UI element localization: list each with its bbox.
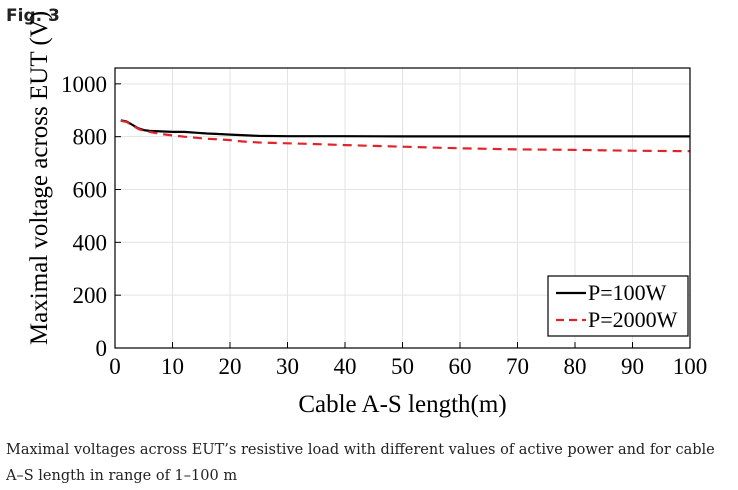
x-tick-label: 20 — [219, 354, 242, 379]
y-tick-label: 600 — [73, 178, 108, 203]
x-tick-label: 60 — [449, 354, 472, 379]
x-tick-label: 90 — [621, 354, 644, 379]
x-tick-label: 50 — [391, 354, 414, 379]
figure-label: Fig. 3 — [6, 6, 60, 26]
legend-label-p2000w: P=2000W — [588, 307, 678, 332]
plot-area — [120, 119, 691, 153]
y-tick-label: 1000 — [61, 72, 107, 97]
x-tick-label: 40 — [334, 354, 357, 379]
legend-box — [547, 275, 689, 337]
x-tick-label: 80 — [564, 354, 587, 379]
y-tick-label: 0 — [96, 336, 108, 361]
x-tick-label: 10 — [161, 354, 184, 379]
series-line-p100w — [120, 119, 690, 138]
y-tick-label: 800 — [73, 125, 108, 150]
y-tick-label: 200 — [73, 283, 108, 308]
x-tick-label: 0 — [109, 354, 121, 379]
x-tick-label: 70 — [506, 354, 529, 379]
voltage-chart: 0 10 20 30 40 50 60 70 80 90 10002004006008001000 … — [26, 11, 707, 418]
legend: P=100W P=2000W — [547, 275, 689, 337]
x-tick-label: 100 — [673, 354, 708, 379]
figure-caption: Maximal voltages across EUT’s resistive … — [6, 442, 715, 484]
y-tick-label: 400 — [73, 230, 108, 255]
grid-lines — [115, 68, 690, 348]
x-tick-label: 30 — [276, 354, 299, 379]
plot-frame — [114, 67, 691, 349]
series-line-p2000w — [120, 119, 691, 153]
legend-label-p100w: P=100W — [588, 280, 667, 305]
y-axis-label: Maximal voltage across EUT (V) — [26, 11, 53, 345]
x-axis-label: Cable A-S length(m) — [298, 391, 506, 418]
